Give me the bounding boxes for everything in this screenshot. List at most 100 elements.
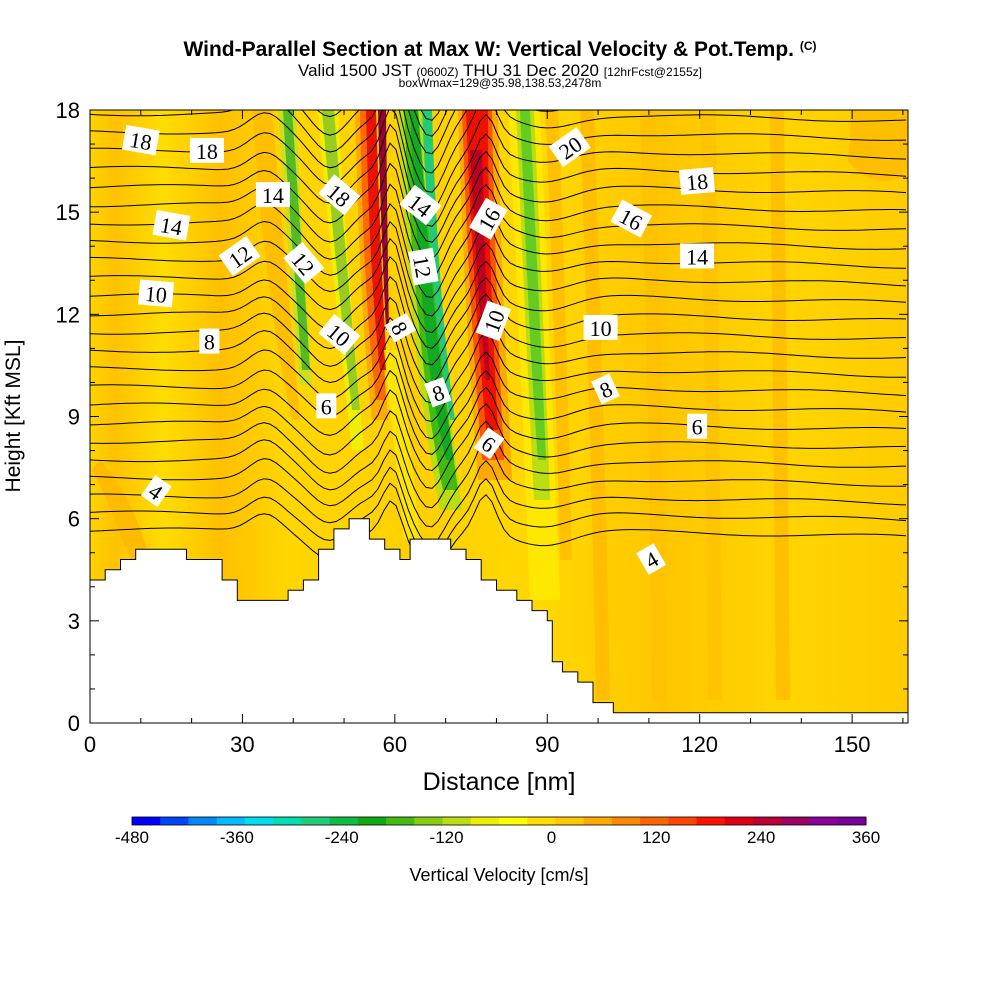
chart-subtitle: Valid 1500 JST (0600Z) THU 31 Dec 2020 [… bbox=[298, 61, 702, 80]
terrain-shape bbox=[89, 518, 909, 724]
colorbar-swatch bbox=[386, 817, 415, 825]
theta-contour bbox=[90, 403, 907, 489]
theta-contour bbox=[90, 255, 907, 349]
colorbar-swatch bbox=[668, 817, 698, 825]
colorbar-tick-label: 240 bbox=[747, 828, 775, 847]
colorbar-label: Vertical Velocity [cm/s] bbox=[409, 865, 588, 885]
y-tick-label: 3 bbox=[68, 609, 80, 634]
theta-contour bbox=[90, 0, 906, 104]
y-tick-label: 15 bbox=[56, 200, 80, 225]
x-axis-label: Distance [nm] bbox=[423, 768, 576, 796]
colorbar-tick-label: 0 bbox=[547, 828, 556, 847]
y-tick-label: 6 bbox=[68, 507, 80, 532]
terrain bbox=[89, 518, 909, 724]
contour-label-text: 8 bbox=[204, 330, 215, 355]
theta-contour bbox=[90, 331, 906, 423]
colorbar-swatch bbox=[442, 817, 472, 825]
contour-label: 4 bbox=[636, 543, 667, 575]
theta-contour bbox=[90, 369, 907, 455]
colorbar-swatch bbox=[555, 817, 585, 825]
y-tick-label: 12 bbox=[56, 302, 80, 327]
chart-title: Wind-Parallel Section at Max W: Vertical… bbox=[183, 38, 817, 61]
colorbar-swatch bbox=[357, 817, 387, 825]
chart-box-info: boxWmax=129@35.98,138.53,2478m bbox=[398, 76, 602, 90]
x-tick-label: 0 bbox=[84, 732, 96, 757]
contour-label-text: 10 bbox=[590, 316, 612, 341]
colorbar-tick-label: -120 bbox=[430, 828, 464, 847]
x-tick-label: 90 bbox=[535, 732, 559, 757]
colorbar-swatch bbox=[724, 817, 754, 825]
contour-label: 18 bbox=[679, 167, 716, 196]
theta-contour bbox=[90, 386, 907, 472]
colorbar-swatch bbox=[611, 817, 641, 825]
y-axis-label: Height [Kft MSL] bbox=[2, 340, 25, 493]
contour-label-text: 14 bbox=[158, 212, 184, 240]
colorbar-tick-label: 360 bbox=[852, 828, 880, 847]
contour-label: 18 bbox=[121, 124, 160, 156]
axes: 0 30 60 90 120 150 0 3 6 9 12 15 18 bbox=[56, 98, 908, 757]
colorbar-swatch bbox=[781, 817, 811, 825]
y-tick-label: 0 bbox=[68, 711, 80, 736]
colorbar-swatch bbox=[244, 817, 274, 825]
colorbar-swatch bbox=[527, 817, 556, 825]
x-tick-label: 30 bbox=[230, 732, 254, 757]
colorbar-tick-label: -480 bbox=[115, 828, 149, 847]
contour-label-text: 14 bbox=[686, 244, 708, 269]
contour-label: 18 bbox=[189, 137, 224, 164]
colorbar-swatch bbox=[132, 817, 161, 825]
colorbar-swatch bbox=[753, 817, 782, 825]
colorbar-swatch bbox=[301, 817, 331, 825]
colorbar-swatch bbox=[809, 817, 839, 825]
colorbar-swatch bbox=[414, 817, 444, 825]
contour-label-text: 18 bbox=[685, 169, 709, 196]
theta-contour bbox=[90, 351, 907, 440]
y-tick-label: 18 bbox=[56, 98, 80, 123]
contour-label-text: 10 bbox=[144, 281, 168, 308]
theta-contour bbox=[90, 493, 907, 575]
contour-label: 10 bbox=[138, 279, 175, 308]
theta-contour bbox=[90, 459, 907, 546]
colorbar-tick-label: -360 bbox=[220, 828, 254, 847]
colorbar-swatch bbox=[273, 817, 302, 825]
colorbar-swatch bbox=[696, 817, 726, 825]
contour-label: 14 bbox=[680, 243, 715, 269]
theta-contour bbox=[90, 110, 907, 174]
theta-contour bbox=[90, 162, 907, 260]
colorbar-swatch bbox=[216, 817, 246, 825]
contour-label: 6 bbox=[687, 413, 708, 440]
contour-label: 6 bbox=[473, 427, 505, 460]
theta-contour bbox=[420, 110, 441, 121]
theta-contour bbox=[90, 110, 907, 193]
contour-label: 4 bbox=[140, 475, 172, 507]
contour-label-text: 6 bbox=[692, 415, 703, 440]
contour-label-text: 18 bbox=[196, 139, 218, 164]
colorbar-tick-label: 120 bbox=[642, 828, 670, 847]
contour-label: 8 bbox=[384, 312, 417, 343]
contour-label: 14 bbox=[399, 184, 442, 226]
colorbar: -480 -360 -240 -120 0 120 240 360 bbox=[115, 816, 880, 847]
copyright-mark: (C) bbox=[799, 39, 817, 53]
y-tick-label: 9 bbox=[68, 405, 80, 430]
contour-label: 6 bbox=[316, 393, 337, 419]
colorbar-swatch bbox=[583, 817, 613, 825]
contour-label: 12 bbox=[408, 247, 439, 286]
contour-label: 10 bbox=[583, 315, 618, 341]
contour-label: 8 bbox=[424, 377, 452, 408]
colorbar-swatch bbox=[188, 817, 218, 825]
colorbar-swatch bbox=[160, 817, 189, 825]
theta-contour bbox=[90, 110, 907, 211]
x-tick-label: 150 bbox=[834, 732, 871, 757]
colorbar-swatch bbox=[837, 817, 867, 825]
theta-contour bbox=[90, 477, 907, 560]
theta-contour bbox=[90, 439, 907, 528]
contour-label: 14 bbox=[152, 210, 191, 241]
contour-label-text: 14 bbox=[262, 183, 284, 208]
colorbar-swatch bbox=[499, 817, 528, 825]
colorbar-frame bbox=[131, 816, 867, 826]
colorbar-swatch bbox=[470, 817, 500, 825]
theta-contour bbox=[90, 123, 907, 227]
colorbar-tick-label: -240 bbox=[325, 828, 359, 847]
x-tick-label: 120 bbox=[681, 732, 718, 757]
contour-label-text: 6 bbox=[321, 394, 332, 419]
